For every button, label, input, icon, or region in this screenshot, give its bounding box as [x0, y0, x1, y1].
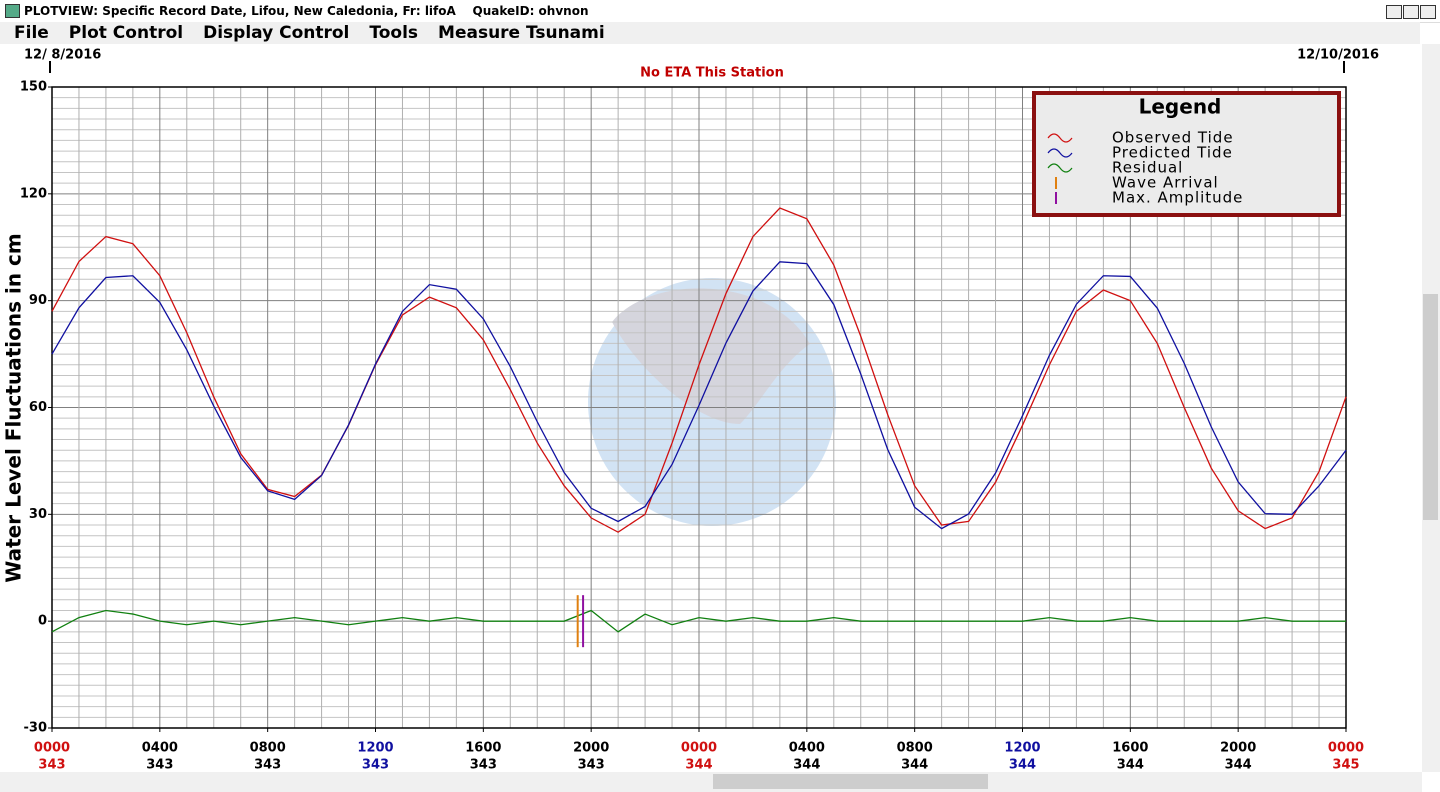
scroll-thumb[interactable]: [713, 774, 988, 789]
y-axis-label: Water Level Fluctuations in cm: [2, 233, 26, 582]
legend-swatch: [1047, 163, 1073, 173]
legend-label: Observed Tide: [1112, 129, 1234, 147]
y-tick-label: 0: [38, 614, 47, 629]
y-tick-label: 90: [29, 293, 47, 308]
date-label: 12/10/2016: [1297, 48, 1379, 63]
horizontal-scrollbar[interactable]: [0, 772, 1422, 792]
x-day-label: 344: [901, 758, 928, 773]
y-tick-label: -30: [24, 721, 48, 736]
x-tick-label: 0800: [897, 741, 933, 756]
series-line: [51, 261, 1347, 530]
series-line: [51, 207, 1347, 533]
window-title: PLOTVIEW: Specific Record Date, Lifou, N…: [24, 4, 589, 18]
x-day-label: 344: [1225, 758, 1252, 773]
x-tick-label: 0000: [681, 741, 717, 756]
legend-swatch: [1047, 133, 1073, 143]
x-tick-label: 1600: [465, 741, 501, 756]
legend-box: [1032, 91, 1341, 217]
close-button[interactable]: [1420, 5, 1436, 19]
series-line: [51, 609, 1346, 633]
vertical-scrollbar[interactable]: [1422, 44, 1440, 772]
scroll-thumb[interactable]: [1423, 294, 1438, 520]
x-tick-label: 1200: [357, 741, 393, 756]
x-day-label: 344: [685, 758, 712, 773]
x-tick-label: 0400: [789, 741, 825, 756]
menu-item[interactable]: Plot Control: [68, 23, 184, 43]
x-day-label: 344: [1009, 758, 1036, 773]
x-day-label: 343: [362, 758, 389, 773]
menu-item[interactable]: File: [14, 23, 49, 43]
x-day-label: 343: [578, 758, 605, 773]
legend-title: Legend: [1139, 95, 1222, 119]
x-tick-label: 1600: [1112, 741, 1148, 756]
x-tick-label: 0000: [1328, 741, 1364, 756]
x-day-label: 343: [254, 758, 281, 773]
x-day-label: 345: [1332, 758, 1359, 773]
legend-label: Max. Amplitude: [1112, 189, 1243, 207]
x-day-label: 344: [793, 758, 820, 773]
date-label: 12/ 8/2016: [24, 48, 101, 63]
x-tick-label: 1200: [1004, 741, 1040, 756]
chart: No ETA This Station Water Level Fluctuat…: [2, 48, 1380, 773]
y-tick-label: 60: [29, 400, 47, 415]
x-tick-label: 0400: [142, 741, 178, 756]
subtitle: No ETA This Station: [640, 66, 784, 81]
legend-label: Residual: [1112, 159, 1183, 177]
x-tick-label: 2000: [1220, 741, 1256, 756]
watermark-logo: [588, 278, 836, 526]
x-day-label: 344: [1117, 758, 1144, 773]
x-tick-label: 2000: [573, 741, 609, 756]
y-tick-label: 30: [29, 507, 47, 522]
legend-label: Wave Arrival: [1112, 174, 1219, 192]
x-day-label: 343: [470, 758, 497, 773]
menu-bar: File Plot Control Display Control Tools Meas…: [0, 22, 1420, 44]
title-bar: PLOTVIEW: Specific Record Date, Lifou, N…: [0, 0, 1440, 23]
app-icon: [5, 4, 20, 18]
x-day-label: 343: [38, 758, 65, 773]
x-tick-label: 0000: [34, 741, 70, 756]
minimize-button[interactable]: [1386, 5, 1402, 19]
maximize-button[interactable]: [1403, 5, 1419, 19]
legend-label: Predicted Tide: [1112, 144, 1233, 162]
legend-swatch: [1047, 148, 1073, 158]
menu-item[interactable]: Tools: [369, 23, 419, 43]
y-tick-label: 120: [20, 186, 47, 201]
menu-item[interactable]: Display Control: [203, 23, 350, 43]
x-tick-label: 0800: [250, 741, 286, 756]
y-tick-label: 150: [20, 80, 47, 95]
menu-item[interactable]: Measure Tsunami: [438, 23, 605, 43]
x-day-label: 343: [146, 758, 173, 773]
